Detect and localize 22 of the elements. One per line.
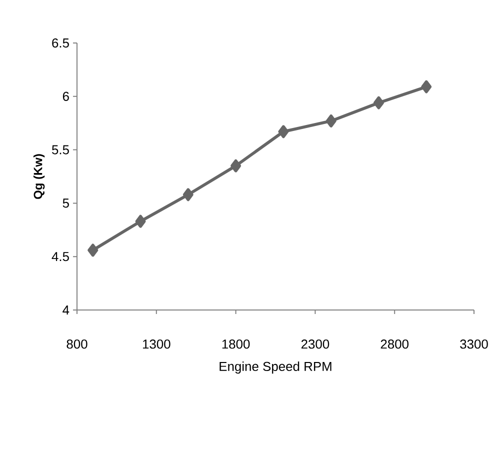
x-tick-label: 2300 (301, 340, 330, 349)
point (230, 159, 242, 172)
y-tick-label: 4.5 (52, 252, 69, 262)
x-tick-label: 800 (66, 340, 88, 349)
point (88, 244, 98, 257)
y-tick-label: 4 (62, 306, 70, 314)
x-tick-label: 2800 (380, 340, 409, 349)
point (135, 214, 146, 228)
y-tick-label: 6.5 (52, 38, 69, 48)
y-tick-label: 5 (62, 198, 69, 208)
point (373, 96, 384, 110)
point (182, 188, 194, 202)
y-tick-label: 5.5 (52, 145, 69, 154)
x-tick-label: 1800 (222, 340, 250, 349)
x-tick-label: 1300 (142, 340, 170, 349)
y-tick-label: 6 (62, 92, 69, 101)
point (326, 114, 336, 128)
point (278, 125, 289, 138)
x-axis-title: Engine Speed RPM (220, 362, 332, 374)
y-axis-title: Qg (Kw) (33, 154, 45, 199)
x-tick-label: 3300 (460, 340, 488, 349)
point (421, 80, 432, 94)
